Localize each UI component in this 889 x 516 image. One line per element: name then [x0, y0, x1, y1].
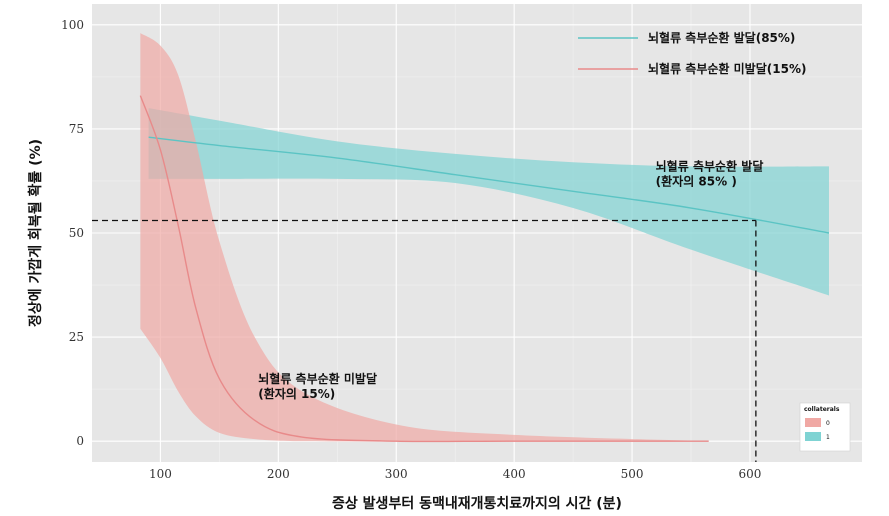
x-tick-label: 400: [503, 467, 526, 481]
x-tick-label: 200: [267, 467, 290, 481]
y-tick-label: 75: [69, 122, 84, 136]
x-tick-label: 300: [385, 467, 408, 481]
y-axis-label: 정상에 가깝게 회복될 확률 (%): [27, 139, 44, 327]
mini-legend-label-0: 0: [826, 420, 830, 427]
y-tick-label: 0: [76, 434, 84, 448]
mini-legend-swatch-0: [805, 418, 821, 427]
x-tick-label: 500: [621, 467, 644, 481]
confidence-band-series-1: [140, 33, 709, 442]
confidence-band-series-0: [148, 108, 829, 296]
x-tick-label: 100: [149, 467, 172, 481]
mini-legend-swatch-1: [805, 432, 821, 441]
legend-entry-1: 뇌혈류 측부순환 미발달(15%): [648, 61, 806, 76]
x-tick-label: 600: [739, 467, 762, 481]
series-line-0: [148, 136, 830, 234]
mini-legend-title: collaterals: [804, 406, 840, 413]
y-tick-label: 100: [61, 18, 84, 32]
mini-legend-label-1: 1: [826, 434, 830, 441]
annotation-0-line-0: 뇌혈류 측부순환 발달: [656, 159, 764, 174]
y-tick-label: 25: [69, 330, 84, 344]
x-axis-label: 증상 발생부터 동맥내재개통치료까지의 시간 (분): [332, 495, 622, 512]
annotation-0-line-1: (환자의 85% ): [656, 174, 737, 189]
legend-entry-0: 뇌혈류 측부순환 발달(85%): [648, 30, 795, 45]
series-line-1: [139, 95, 709, 443]
y-tick-label: 50: [69, 226, 84, 240]
annotation-1-line-1: (환자의 15%): [258, 386, 335, 401]
annotation-1-line-0: 뇌혈류 측부순환 미발달: [258, 371, 377, 386]
